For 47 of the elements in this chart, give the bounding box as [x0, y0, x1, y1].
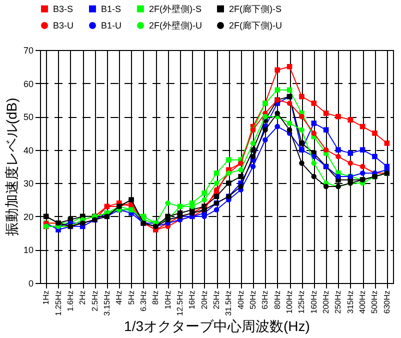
legend-label: 2F(外壁側)-S — [149, 4, 202, 14]
legend-label: 2F(廊下側)-S — [229, 4, 282, 14]
x-tick-label: 1.6Hz — [66, 290, 75, 312]
x-tick-label: 50Hz — [248, 290, 258, 310]
x-tick-label: 16Hz — [188, 290, 197, 310]
x-tick-label: 40Hz — [236, 290, 246, 310]
y-tick-label: 0 — [28, 278, 34, 288]
y-tick-label: 10 — [23, 245, 34, 256]
x-tick-label: 10Hz — [163, 290, 172, 310]
x-tick-label: 2.5Hz — [90, 290, 100, 312]
y-tick-label: 20 — [23, 212, 34, 222]
legend-label: 2F(廊下側)-U — [229, 20, 282, 30]
y-tick-label: 60 — [23, 78, 34, 89]
x-tick-label: 500Hz — [370, 290, 380, 314]
x-tick-label: 6.3Hz — [138, 290, 148, 312]
x-tick-label: 63Hz — [260, 290, 270, 310]
x-tick-label: 4Hz — [114, 290, 124, 305]
x-tick-label: 2Hz — [78, 290, 88, 305]
x-tick-label: 315Hz — [346, 290, 355, 314]
x-axis-title: 1/3オクターブ中心周波数(Hz) — [124, 318, 310, 334]
x-tick-label: 100Hz — [285, 290, 294, 314]
x-tick-label: 200Hz — [322, 290, 331, 314]
x-tick-label: 3.15Hz — [102, 290, 112, 316]
y-tick-label: 70 — [23, 46, 34, 56]
x-tick-label: 31.5Hz — [224, 290, 234, 316]
x-tick-label: 8Hz — [151, 290, 160, 305]
x-tick-label: 160Hz — [309, 290, 318, 314]
legend-label: B1-U — [101, 20, 122, 30]
x-tick-label: 12.5Hz — [175, 290, 184, 316]
x-tick-label: 630Hz — [382, 290, 392, 314]
x-tick-label: 20Hz — [200, 290, 209, 310]
y-tick-label: 30 — [23, 178, 34, 189]
y-tick-label: 40 — [23, 145, 34, 156]
legend-label: B1-S — [101, 4, 122, 14]
x-tick-label: 5Hz — [126, 290, 136, 305]
x-tick-label: 250Hz — [334, 290, 343, 314]
y-axis-title: 振動加速度レベル(dB) — [3, 98, 20, 236]
legend-label: B3-S — [53, 4, 74, 14]
legend-label: B3-U — [53, 20, 74, 30]
x-tick-label: 1.25Hz — [54, 290, 63, 316]
y-tick-label: 50 — [23, 112, 34, 122]
x-tick-label: 80Hz — [272, 290, 282, 310]
legend-label: 2F(外壁側)-U — [149, 20, 202, 30]
x-tick-label: 400Hz — [358, 290, 368, 314]
x-tick-label: 1Hz — [42, 290, 51, 305]
x-tick-label: 125Hz — [297, 290, 306, 314]
x-tick-label: 25Hz — [212, 290, 221, 310]
